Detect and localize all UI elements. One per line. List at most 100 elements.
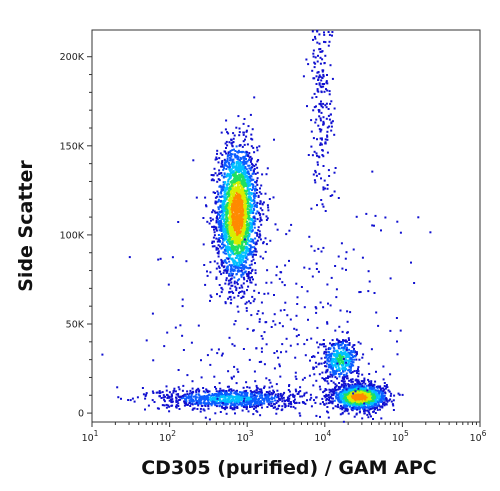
data-point — [329, 371, 332, 374]
data-point — [250, 192, 253, 195]
data-point — [239, 174, 241, 177]
data-point — [235, 223, 238, 226]
data-point — [204, 283, 207, 286]
data-point — [145, 393, 148, 396]
data-point — [231, 290, 234, 293]
data-point — [316, 341, 319, 344]
data-point — [235, 289, 238, 292]
data-point — [245, 273, 248, 276]
data-point — [247, 248, 250, 251]
data-point — [345, 377, 348, 380]
data-point — [238, 391, 241, 394]
data-point — [254, 243, 257, 246]
data-point — [357, 406, 360, 409]
data-point — [229, 188, 232, 191]
data-point — [220, 165, 223, 168]
data-point — [245, 160, 248, 163]
data-point — [239, 169, 242, 172]
data-point — [249, 196, 252, 199]
data-point — [228, 296, 231, 299]
data-point — [231, 165, 234, 168]
data-point — [162, 396, 165, 399]
data-point — [326, 368, 329, 371]
data-point — [253, 253, 255, 256]
data-point — [210, 179, 213, 182]
data-point — [246, 186, 249, 189]
data-point — [324, 356, 327, 359]
data-point — [353, 400, 356, 402]
data-point — [249, 113, 252, 116]
data-point — [216, 211, 219, 214]
data-point — [234, 186, 237, 189]
data-point — [260, 223, 263, 226]
data-point — [339, 347, 342, 350]
data-point — [233, 215, 236, 218]
data-point — [247, 223, 250, 226]
data-point — [213, 231, 216, 234]
data-point — [337, 354, 340, 357]
data-point — [344, 389, 346, 392]
data-point — [254, 187, 257, 190]
data-point — [219, 220, 222, 223]
data-point — [246, 224, 249, 227]
data-point — [343, 380, 346, 383]
data-point — [242, 395, 244, 398]
data-point — [343, 368, 346, 371]
data-point — [374, 389, 377, 392]
data-point — [236, 226, 239, 229]
data-point — [258, 220, 261, 223]
data-point — [247, 271, 250, 273]
data-point — [240, 192, 243, 195]
data-point — [215, 267, 218, 270]
data-point — [239, 216, 242, 219]
data-point — [234, 229, 237, 232]
data-point — [232, 207, 235, 209]
data-point — [363, 406, 366, 409]
data-point — [226, 268, 229, 271]
data-point — [384, 398, 387, 401]
data-point — [232, 171, 235, 174]
data-point — [344, 339, 347, 342]
data-point — [257, 226, 260, 229]
data-point — [354, 406, 357, 409]
data-point — [165, 385, 168, 388]
data-point — [311, 356, 313, 358]
data-point — [238, 196, 241, 198]
data-point — [247, 189, 250, 192]
data-point — [249, 402, 252, 405]
data-point — [246, 231, 249, 233]
data-point — [281, 394, 283, 397]
data-point — [352, 361, 355, 364]
data-point — [242, 133, 245, 136]
data-point — [241, 206, 244, 209]
data-point — [258, 233, 261, 236]
data-point — [236, 279, 239, 282]
data-point — [220, 246, 223, 249]
data-point — [222, 176, 225, 179]
data-point — [216, 174, 219, 177]
data-point — [349, 353, 352, 356]
data-point — [231, 207, 234, 210]
data-point — [282, 396, 285, 399]
data-point — [341, 353, 344, 356]
data-point — [217, 265, 220, 268]
data-point — [351, 404, 354, 407]
data-point — [231, 268, 234, 271]
data-point — [221, 241, 224, 244]
data-point — [243, 189, 246, 192]
data-point — [233, 213, 236, 216]
data-point — [244, 201, 247, 204]
data-point — [266, 167, 269, 170]
data-point — [241, 212, 244, 214]
data-point — [234, 188, 237, 191]
data-point — [229, 253, 232, 256]
data-point — [247, 212, 250, 215]
data-point — [251, 246, 254, 249]
data-point — [238, 218, 241, 220]
data-point — [235, 230, 238, 233]
data-point — [219, 219, 222, 222]
data-point — [230, 201, 233, 203]
data-point — [328, 388, 331, 391]
data-point — [353, 415, 356, 418]
data-point — [192, 398, 194, 401]
